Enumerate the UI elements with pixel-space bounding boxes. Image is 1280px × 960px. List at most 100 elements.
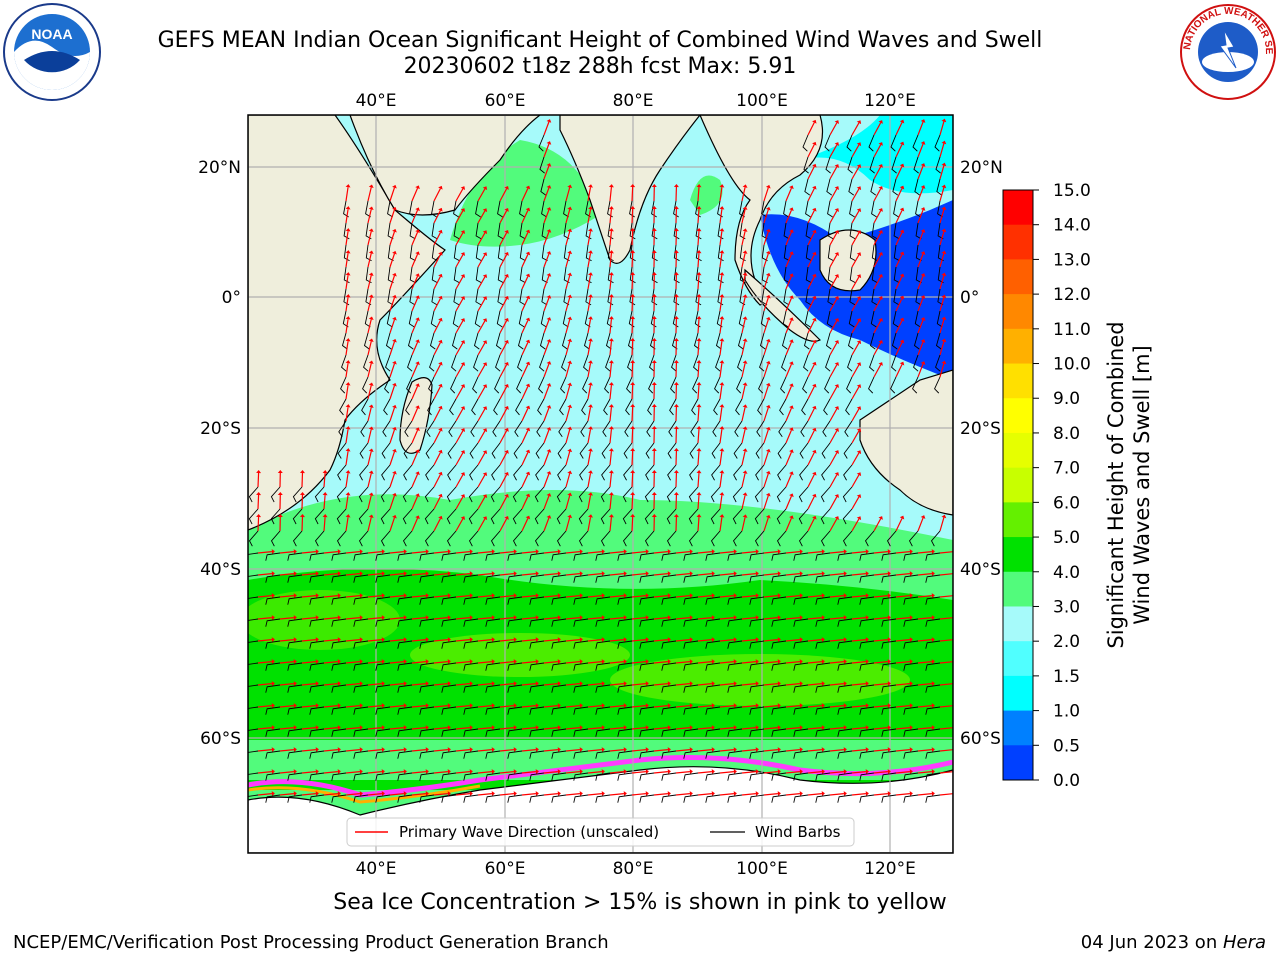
- wind-barb: [651, 222, 658, 240]
- wave-arrow-head: [403, 571, 407, 577]
- wave-arrow-head: [345, 426, 351, 430]
- wave-direction-arrow: [367, 187, 372, 202]
- wind-barb: [595, 640, 611, 649]
- wind-barb: [248, 508, 259, 525]
- wave-direction-arrow: [411, 451, 419, 466]
- wind-barb: [463, 706, 479, 715]
- wind-barb: [649, 354, 655, 372]
- wind-barb: [667, 442, 677, 459]
- wave-direction-arrow: [389, 771, 404, 774]
- wave-direction-arrow: [455, 276, 464, 290]
- wind-barb: [732, 508, 743, 525]
- wave-direction-arrow: [785, 407, 792, 422]
- wave-arrow-head: [579, 791, 583, 797]
- wave-direction-arrow: [609, 451, 613, 466]
- wave-arrow-head: [673, 250, 679, 254]
- wind-barb: [387, 266, 394, 284]
- wave-arrow-head: [315, 681, 319, 687]
- wave-arrow-head: [799, 571, 803, 577]
- wave-direction-arrow: [257, 793, 272, 796]
- wave-direction-arrow: [587, 363, 592, 378]
- wave-arrow-head: [535, 725, 539, 731]
- wave-direction-arrow: [345, 771, 360, 774]
- wave-direction-arrow: [719, 573, 734, 576]
- wind-barb: [529, 684, 545, 693]
- wave-arrow-head: [447, 593, 451, 599]
- wave-arrow-head: [608, 294, 614, 298]
- wind-barb: [837, 596, 853, 605]
- wave-direction-arrow: [323, 516, 326, 532]
- wave-arrow-head: [623, 703, 627, 709]
- wave-arrow-head: [557, 681, 561, 687]
- wind-barb: [837, 794, 853, 803]
- wave-direction-arrow: [917, 683, 932, 686]
- wave-direction-arrow: [499, 474, 508, 488]
- wave-arrow-head: [579, 615, 583, 621]
- wind-barb: [446, 508, 457, 525]
- wave-arrow-head: [415, 273, 420, 278]
- wave-direction-arrow: [389, 253, 396, 268]
- wave-arrow-head: [696, 360, 702, 364]
- wave-arrow-head: [696, 426, 702, 430]
- wave-arrow-head: [834, 428, 840, 432]
- wave-arrow-head: [941, 162, 947, 167]
- wind-barb: [265, 706, 281, 715]
- wave-arrow-head: [719, 382, 725, 386]
- wave-direction-arrow: [411, 429, 419, 444]
- wave-direction-arrow: [697, 683, 712, 686]
- wave-arrow-head: [812, 295, 817, 300]
- wind-barb: [425, 464, 435, 481]
- wave-arrow-head: [878, 230, 883, 234]
- wind-barb: [623, 442, 633, 459]
- wind-barb: [562, 310, 569, 328]
- wind-barb: [847, 354, 853, 372]
- wave-arrow-head: [415, 471, 420, 476]
- wind-barb: [453, 266, 460, 284]
- wave-direction-arrow: [455, 474, 464, 488]
- wave-direction-arrow: [411, 573, 426, 576]
- wave-arrow-head: [711, 593, 715, 599]
- wave-direction-arrow: [939, 275, 945, 290]
- wave-direction-arrow: [741, 451, 746, 466]
- wave-arrow-head: [941, 206, 947, 211]
- wind-barb: [639, 684, 655, 693]
- wave-direction-arrow: [829, 298, 838, 312]
- wave-direction-arrow: [785, 429, 792, 444]
- wave-direction-arrow: [609, 705, 624, 708]
- wind-barb: [248, 772, 259, 775]
- wind-barb: [780, 376, 787, 394]
- lat-ticks-right: 20°N 0° 20°S 40°S 60°S: [960, 158, 1003, 749]
- wind-barb: [431, 244, 438, 262]
- wave-direction-arrow: [785, 727, 800, 730]
- wave-arrow-head: [821, 659, 825, 665]
- wave-arrow-head: [359, 681, 363, 687]
- wave-direction-arrow: [939, 319, 945, 334]
- wave-direction-arrow: [807, 639, 822, 642]
- wave-arrow-head: [941, 228, 947, 233]
- wind-barb: [551, 618, 567, 627]
- wave-direction-arrow: [455, 551, 470, 554]
- wave-arrow-head: [812, 185, 817, 190]
- wave-direction-arrow: [521, 705, 536, 708]
- wave-direction-arrow: [631, 705, 646, 708]
- wave-arrow-head: [601, 703, 605, 709]
- wave-direction-arrow: [477, 793, 492, 796]
- wind-barb: [914, 178, 921, 196]
- wave-direction-arrow: [345, 275, 349, 290]
- wave-arrow-head: [733, 615, 737, 621]
- wave-arrow-head: [368, 404, 374, 408]
- wind-barb: [441, 574, 457, 583]
- wave-arrow-head: [755, 791, 759, 797]
- wave-direction-arrow: [719, 341, 723, 356]
- wind-barb: [453, 244, 460, 262]
- wave-arrow-head: [337, 571, 341, 577]
- wave-arrow-head: [345, 228, 351, 232]
- wave-arrow-head: [403, 549, 407, 555]
- wave-direction-arrow: [389, 473, 396, 488]
- wind-barb: [891, 332, 898, 350]
- wind-barb: [265, 684, 281, 693]
- wind-barb: [793, 640, 809, 649]
- wave-arrow-head: [799, 593, 803, 599]
- wave-direction-arrow: [587, 319, 592, 334]
- wave-arrow-head: [535, 571, 539, 577]
